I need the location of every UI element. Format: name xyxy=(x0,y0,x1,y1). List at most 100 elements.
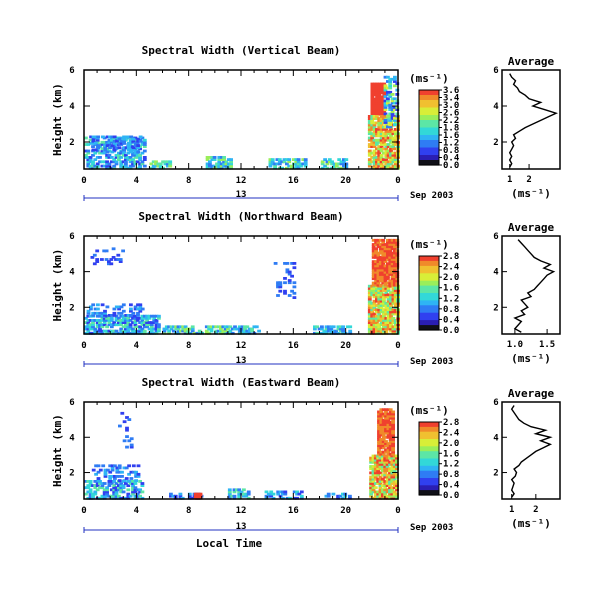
colorbar-segment xyxy=(419,429,439,433)
heatmap-cell xyxy=(377,108,382,112)
colorbar-segment xyxy=(419,451,439,455)
heatmap-cell xyxy=(289,164,294,168)
heatmap-cell xyxy=(95,156,100,159)
heatmap-cell xyxy=(193,494,198,498)
heatmap-cell xyxy=(131,492,135,496)
heatmap-cell xyxy=(383,256,388,259)
heatmap-cell xyxy=(117,321,121,324)
heatmap-cell xyxy=(390,492,395,496)
heatmap-cell xyxy=(386,418,391,422)
heatmap-cell xyxy=(164,325,169,329)
heatmap-cell xyxy=(93,486,98,490)
heatmap-cell xyxy=(388,264,393,268)
heatmap-cell xyxy=(154,321,159,324)
heatmap-cell xyxy=(375,117,379,120)
heatmap-cell xyxy=(119,490,124,494)
heatmap-cell xyxy=(112,311,117,315)
heatmap-cell xyxy=(393,136,398,140)
heatmap-cell xyxy=(128,325,133,329)
heatmap-cell xyxy=(327,325,331,329)
heatmap-cell xyxy=(209,325,214,329)
heatmap-cell xyxy=(386,310,391,314)
heatmap-cell xyxy=(383,473,388,477)
heatmap-cell xyxy=(384,429,388,433)
heatmap-cell xyxy=(122,466,127,470)
heatmap-cell xyxy=(375,287,379,290)
heatmap-cell xyxy=(378,258,383,261)
heatmap-cell xyxy=(374,266,378,270)
heatmap-cell xyxy=(379,82,384,86)
heatmap-cell xyxy=(102,488,107,492)
heatmap-cell xyxy=(115,146,119,150)
colorbar-tick-label: 0.0 xyxy=(443,326,459,336)
heatmap-cell xyxy=(386,243,390,246)
heatmap-cell xyxy=(124,153,128,157)
heatmap-cell xyxy=(101,464,106,468)
heatmap-cell xyxy=(105,319,109,322)
heatmap-cell xyxy=(377,149,382,153)
x-tick-label: 0 xyxy=(395,341,400,351)
heatmap-cell xyxy=(372,162,377,166)
heatmap-cell xyxy=(376,490,381,494)
heatmap-cell xyxy=(109,329,114,333)
heatmap-cell xyxy=(367,158,372,161)
heatmap-cell xyxy=(382,147,386,151)
heatmap-cell xyxy=(138,164,142,168)
heatmap-cell xyxy=(126,156,131,159)
heatmap-cell xyxy=(140,143,145,146)
heatmap-cell xyxy=(391,427,395,431)
heatmap-cell xyxy=(117,323,121,327)
heatmap-cell xyxy=(391,444,395,448)
heatmap-cell xyxy=(142,314,147,318)
heatmap-cell xyxy=(379,412,384,416)
heatmap-cell xyxy=(388,238,393,242)
heatmap-cell xyxy=(124,316,128,320)
y-tick-label: 6 xyxy=(69,66,74,76)
heatmap-cell xyxy=(390,279,395,283)
colorbar-tick-label: 0.8 xyxy=(443,305,459,315)
heatmap-cell xyxy=(395,486,399,490)
heatmap-cell xyxy=(375,147,379,151)
heatmap-cell xyxy=(391,429,395,433)
heatmap-cell xyxy=(126,492,131,496)
heatmap-cell xyxy=(390,281,395,285)
heatmap-cell xyxy=(96,311,100,315)
heatmap-cell xyxy=(117,158,121,161)
heatmap-cell xyxy=(393,301,398,305)
heatmap-cell xyxy=(382,143,386,146)
heatmap-cell xyxy=(367,136,372,140)
heatmap-cell xyxy=(88,158,93,161)
heatmap-cell xyxy=(84,153,88,157)
heatmap-cell xyxy=(93,148,98,152)
heatmap-cell xyxy=(393,151,398,155)
colorbar-segment xyxy=(419,297,439,301)
heatmap-cell xyxy=(391,416,395,420)
heatmap-cell xyxy=(381,414,386,418)
colorbar-segment xyxy=(419,470,439,474)
heatmap-cell xyxy=(376,482,381,485)
heatmap-cell xyxy=(378,490,383,494)
heatmap-cell xyxy=(376,256,381,259)
heatmap-cell xyxy=(389,306,393,309)
heatmap-cell xyxy=(126,484,131,487)
heatmap-cell xyxy=(388,80,393,83)
heatmap-cell xyxy=(384,316,389,320)
heatmap-cell xyxy=(131,164,135,168)
heatmap-cell xyxy=(386,93,390,96)
heatmap-cell xyxy=(178,494,183,498)
heatmap-cell xyxy=(178,492,183,496)
heatmap-cell xyxy=(131,162,135,166)
colorbar-tick-label: 3.0 xyxy=(443,101,459,111)
heatmap-cell xyxy=(235,488,239,492)
heatmap-cell xyxy=(374,270,378,274)
heatmap-cell xyxy=(105,329,109,333)
heatmap-cell xyxy=(149,327,154,331)
heatmap-cell xyxy=(269,492,274,496)
heatmap-cell xyxy=(133,319,138,322)
x-tick-label: 8 xyxy=(186,341,191,351)
heatmap-cell xyxy=(133,329,138,333)
heatmap-cell xyxy=(157,325,161,329)
heatmap-cell xyxy=(281,490,285,494)
colorbar-tick-label: 1.2 xyxy=(443,139,459,149)
heatmap-cell xyxy=(386,80,390,83)
